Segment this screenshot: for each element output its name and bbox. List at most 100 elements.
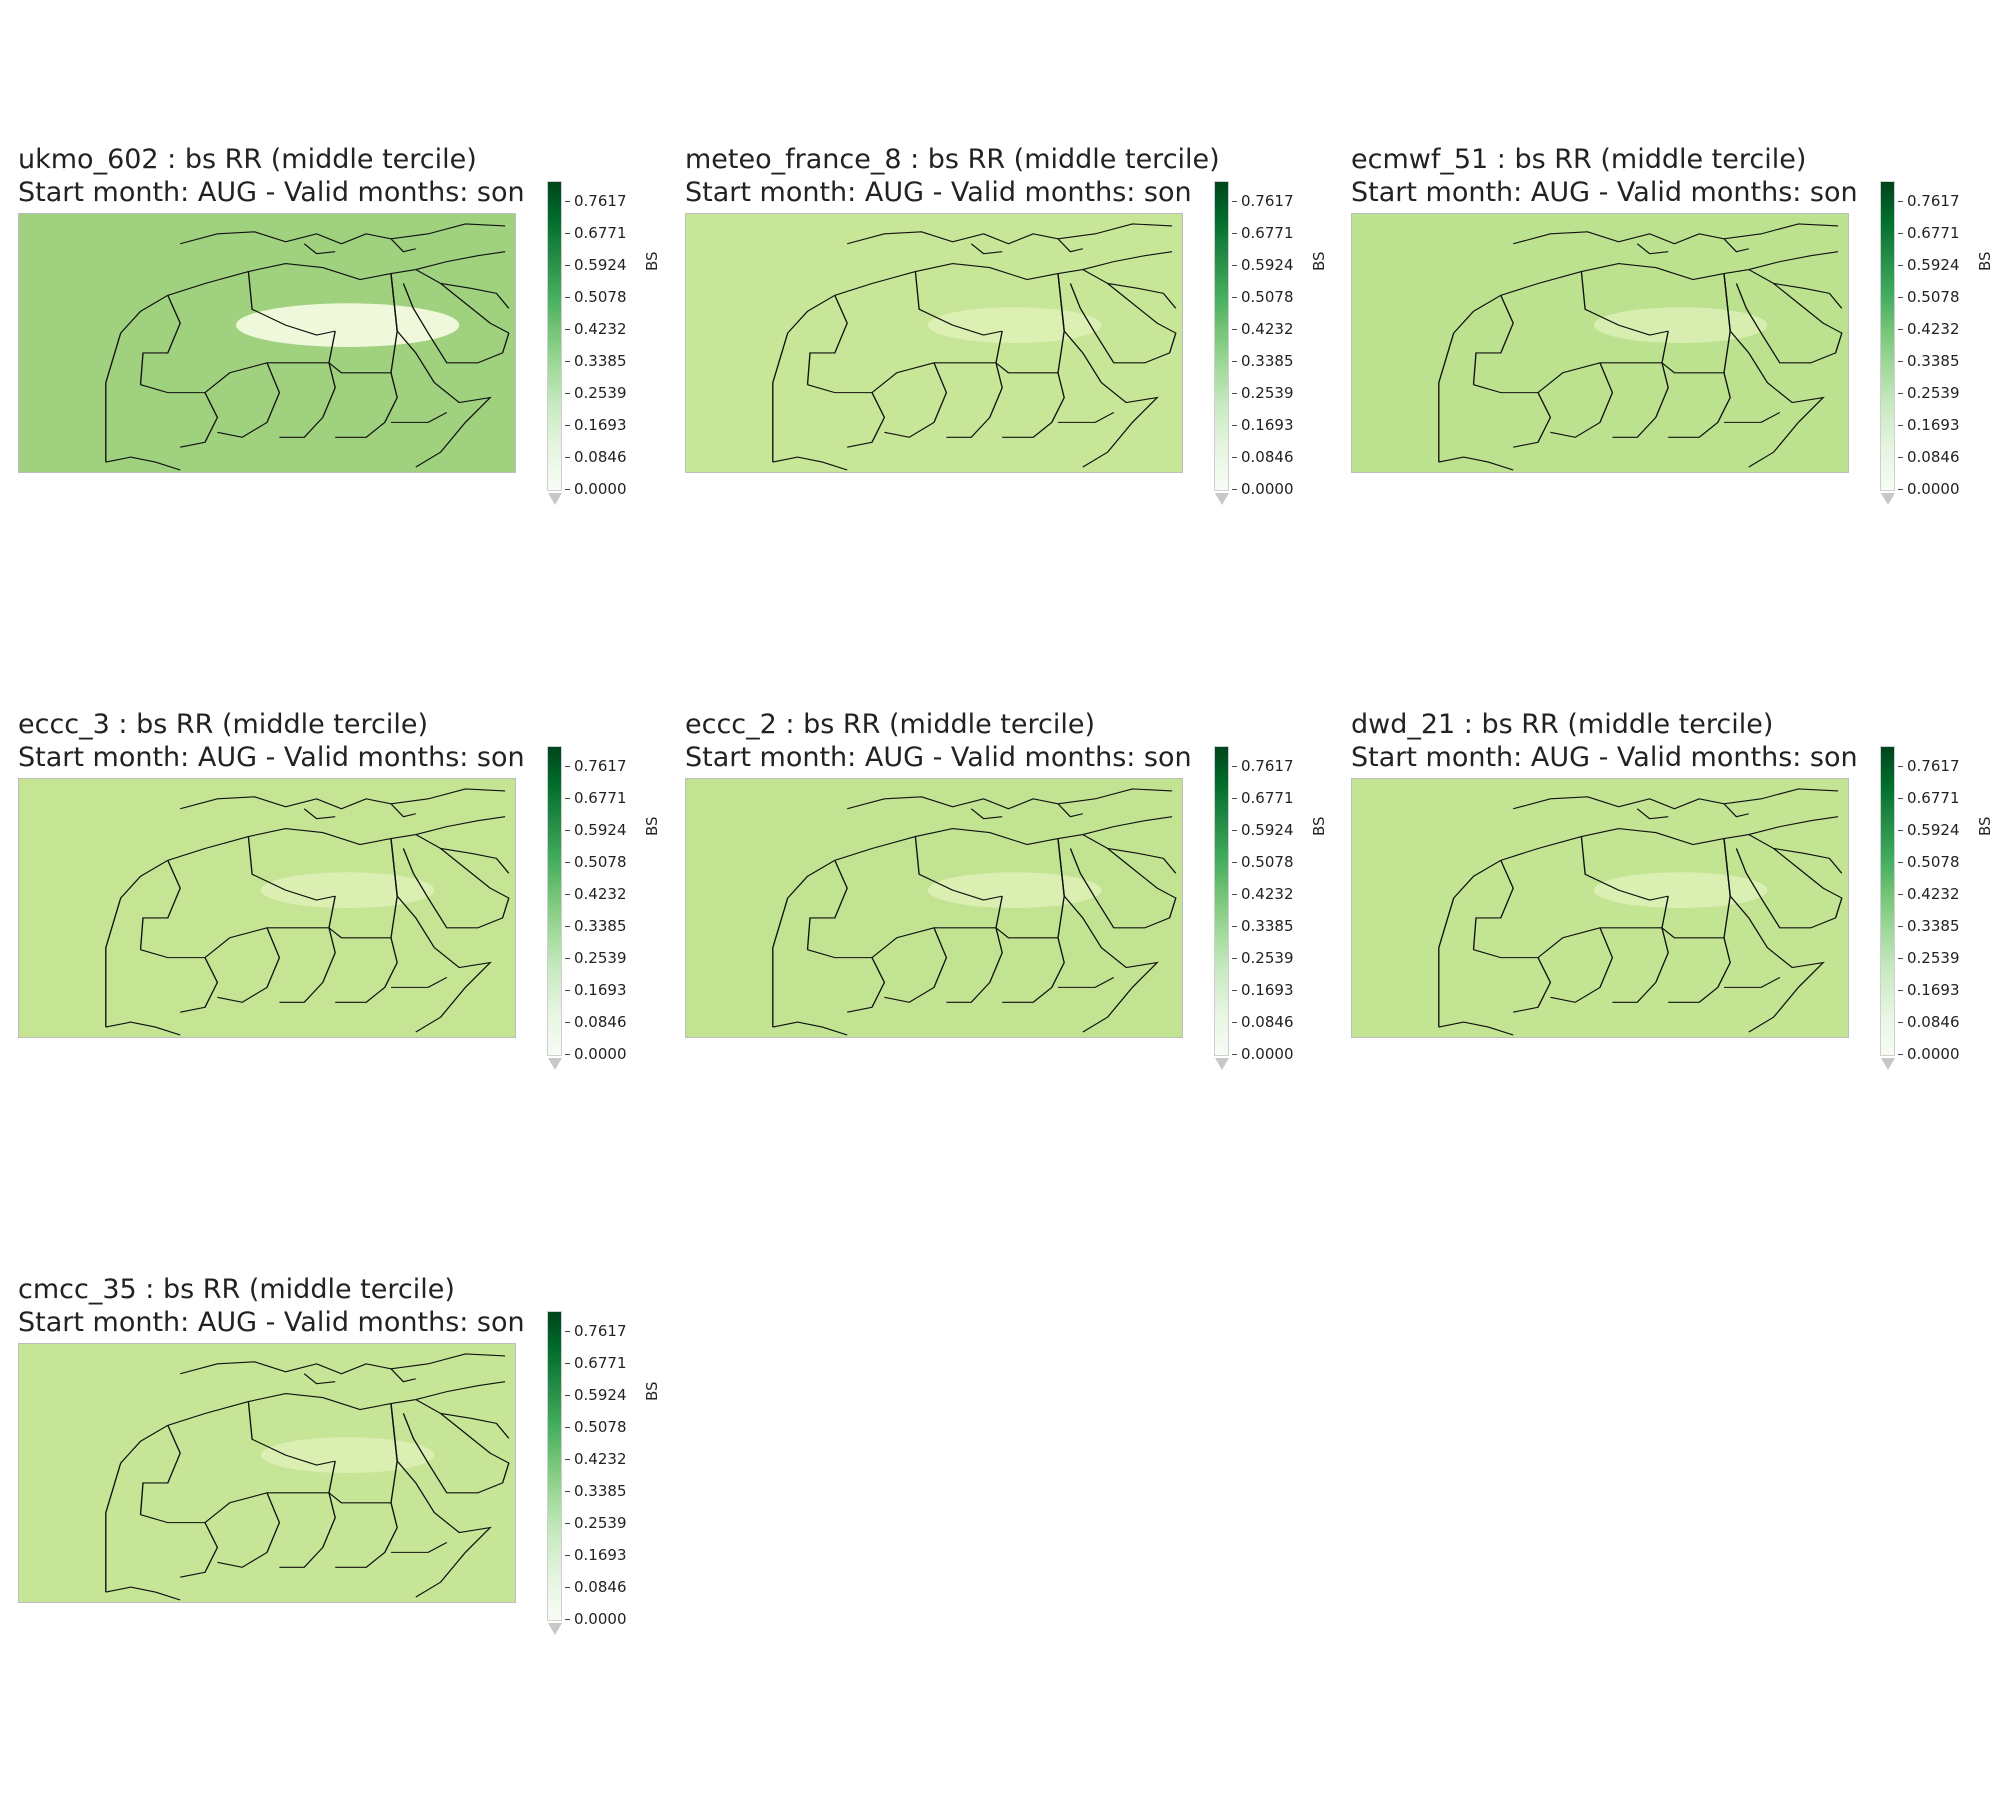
country-border — [440, 1412, 510, 1439]
colorbar-ticks: 0.7617 0.6771 0.5924 0.5078 0.4232 0.3385 0.25… — [1232, 181, 1312, 511]
colorbar — [547, 1311, 562, 1635]
colorbar-tick-label: 0.1693 — [565, 417, 627, 433]
panel-title: eccc_3 : bs RR (middle tercile) Start mo… — [18, 708, 525, 774]
colorbar-tick-label: 0.4232 — [1898, 886, 1960, 902]
colorbar-tick-label: 0.3385 — [1232, 353, 1294, 369]
country-border — [1057, 273, 1065, 332]
country-border — [139, 1425, 181, 1515]
colorbar-tick-label: 0.0000 — [1898, 1046, 1960, 1062]
country-border — [1636, 808, 1669, 820]
colorbar-tick-label: 0.6771 — [1898, 225, 1960, 241]
colorbar-tick-label: 0.2539 — [565, 385, 627, 401]
country-border — [105, 816, 506, 1028]
colorbar-extend-arrow — [1881, 493, 1895, 505]
map-panel-ecmwf: ecmwf_51 : bs RR (middle tercile) Start … — [1351, 143, 2000, 563]
colorbar-tick-label: 0.5924 — [1232, 822, 1294, 838]
colorbar-tick-label: 0.4232 — [1232, 321, 1294, 337]
country-border — [279, 362, 336, 438]
colorbar-tick-label: 0.5078 — [565, 1419, 627, 1435]
colorbar-tick-label: 0.0000 — [1232, 481, 1294, 497]
country-border — [1729, 330, 1825, 468]
country-border — [139, 295, 181, 385]
map-panel-ukmo: ukmo_602 : bs RR (middle tercile) Start … — [18, 143, 668, 563]
country-border — [335, 937, 398, 1003]
panel-title: ecmwf_51 : bs RR (middle tercile) Start … — [1351, 143, 1858, 209]
country-border — [1550, 927, 1614, 1003]
colorbar-tick-label: 0.6771 — [565, 225, 627, 241]
colorbar-tick-label: 0.2539 — [565, 950, 627, 966]
country-border — [1512, 788, 1839, 810]
low-bs-region — [1593, 872, 1768, 908]
country-border — [180, 1522, 219, 1578]
country-border — [846, 788, 1173, 810]
colorbar-tick-label: 0.6771 — [1232, 225, 1294, 241]
panel-title: meteo_france_8 : bs RR (middle tercile) … — [685, 143, 1220, 209]
country-border — [946, 927, 1003, 1003]
country-border — [105, 1586, 181, 1601]
colorbar-gradient — [1214, 181, 1229, 491]
country-border — [1723, 838, 1731, 897]
country-border — [1668, 372, 1731, 438]
colorbar-tick-label: 0.5078 — [1232, 854, 1294, 870]
country-border — [772, 456, 848, 471]
low-bs-region — [236, 303, 460, 347]
colorbar-gradient — [1880, 181, 1895, 491]
colorbar-tick-label: 0.2539 — [565, 1515, 627, 1531]
bs-field — [1352, 779, 1848, 1037]
panel-title-line1: dwd_21 : bs RR (middle tercile) — [1351, 709, 1774, 740]
country-border — [390, 1403, 398, 1462]
country-border — [1513, 957, 1552, 1013]
colorbar-tick-label: 0.3385 — [1898, 353, 1960, 369]
panel-title-line1: ukmo_602 : bs RR (middle tercile) — [18, 144, 477, 175]
country-border — [1735, 834, 1843, 929]
colorbar — [1880, 181, 1895, 505]
country-border — [1724, 412, 1781, 423]
colorbar-tick-label: 0.3385 — [1898, 918, 1960, 934]
colorbar-label: BS — [1310, 816, 1328, 836]
colorbar-tick-label: 0.0846 — [1232, 449, 1294, 465]
country-border — [1773, 847, 1843, 874]
country-border — [1438, 251, 1839, 463]
country-border — [1512, 223, 1839, 245]
colorbar-tick-label: 0.5078 — [565, 854, 627, 870]
country-border — [1002, 372, 1065, 438]
country-border — [390, 238, 416, 253]
panel-title: eccc_2 : bs RR (middle tercile) Start mo… — [685, 708, 1192, 774]
country-border — [1069, 269, 1177, 364]
colorbar-tick-label: 0.1693 — [1898, 982, 1960, 998]
country-border — [391, 977, 448, 988]
country-border — [1636, 243, 1669, 255]
panel-title: cmcc_35 : bs RR (middle tercile) Start m… — [18, 1273, 525, 1339]
country-border — [1612, 362, 1669, 438]
map-svg — [19, 214, 515, 472]
colorbar-tick-label: 0.1693 — [1898, 417, 1960, 433]
country-border — [390, 1368, 416, 1383]
colorbar-label: BS — [643, 251, 661, 271]
country-border — [247, 836, 336, 901]
country-border — [1550, 362, 1614, 438]
country-border — [335, 372, 398, 438]
map-svg — [1352, 214, 1848, 472]
colorbar — [547, 181, 562, 505]
colorbar-ticks: 0.7617 0.6771 0.5924 0.5078 0.4232 0.3385 0.25… — [1898, 181, 1978, 511]
colorbar-tick-label: 0.5078 — [1232, 289, 1294, 305]
panel-title-line2: Start month: AUG - Valid months: son — [1351, 742, 1858, 773]
country-border — [1612, 927, 1669, 1003]
bs-field — [686, 214, 1182, 472]
panel-title-line1: cmcc_35 : bs RR (middle tercile) — [18, 1274, 455, 1305]
country-border — [806, 295, 848, 385]
colorbar — [1214, 746, 1229, 1070]
country-border — [1107, 847, 1177, 874]
map-panel-eccc-2: eccc_2 : bs RR (middle tercile) Start mo… — [685, 708, 1335, 1128]
colorbar-tick-label: 0.0846 — [1898, 1014, 1960, 1030]
country-border — [1580, 836, 1669, 901]
colorbar-tick-label: 0.1693 — [1232, 982, 1294, 998]
country-border — [1058, 412, 1115, 423]
low-bs-region — [927, 872, 1102, 908]
colorbar-tick-label: 0.7617 — [565, 1323, 627, 1339]
country-border — [217, 362, 281, 438]
map-panel-eccc-3: eccc_3 : bs RR (middle tercile) Start mo… — [18, 708, 668, 1128]
colorbar-tick-label: 0.6771 — [565, 790, 627, 806]
map-area — [685, 213, 1183, 473]
country-border — [217, 927, 281, 1003]
